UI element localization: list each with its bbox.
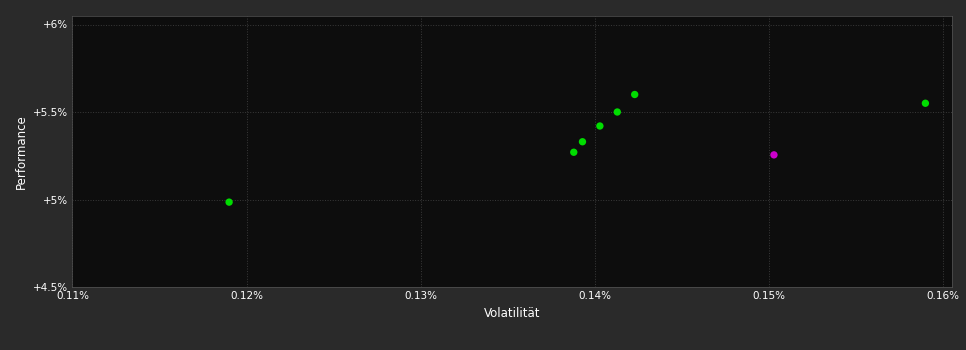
Point [592,123,608,129]
Point [918,100,933,106]
Point [575,139,590,145]
Point [610,109,625,115]
Point [766,152,781,158]
Point [221,199,237,205]
Point [627,92,642,97]
Y-axis label: Performance: Performance [14,114,28,189]
X-axis label: Volatilität: Volatilität [484,307,540,320]
Point [566,149,582,155]
